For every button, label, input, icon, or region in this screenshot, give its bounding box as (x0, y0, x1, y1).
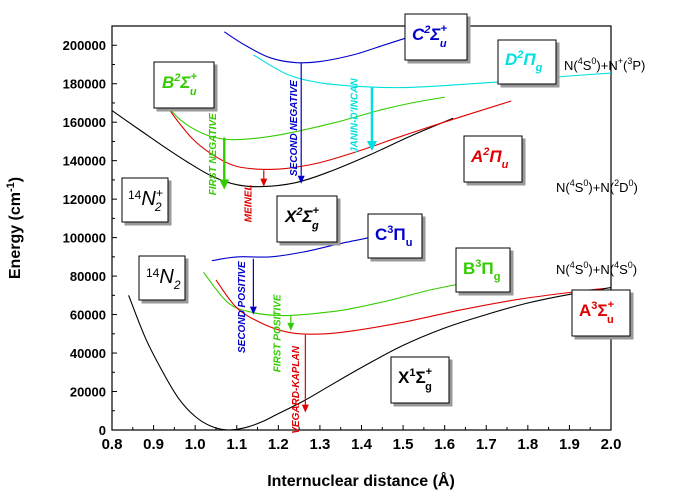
y-tick-label: 100000 (63, 231, 106, 246)
x-tick-label: 1.3 (309, 436, 330, 453)
svg-text:B3Πg: B3Πg (463, 258, 500, 283)
transition-arrow-head (219, 179, 230, 190)
y-tick-label: 60000 (70, 308, 106, 323)
x-tick-label: 2.0 (601, 436, 622, 453)
y-tick-label: 140000 (63, 154, 106, 169)
x-tick-label: 1.7 (476, 436, 497, 453)
transition-label: JANIN-D'INCAN (349, 78, 360, 153)
y-tick-label: 0 (99, 423, 106, 438)
transition-label: VEGARD-KAPLAN (291, 345, 302, 434)
x-tick-label: 1.4 (351, 436, 373, 453)
transition-label: MEINEL (243, 184, 254, 222)
svg-text:B2Σ+u: B2Σ+ u (162, 71, 197, 98)
x-tick-label: 0.9 (143, 436, 164, 453)
potential-curve-5 (157, 92, 445, 141)
limit-n-n2d: N(4S0)+N(2D0) (556, 178, 638, 195)
x-tick-label: 1.1 (226, 436, 247, 453)
svg-text:X1Σ+g: X1Σ+ g (398, 366, 432, 393)
svg-text:14N2: 14N2 (146, 266, 181, 292)
y-tick-label: 160000 (63, 115, 106, 130)
x-tick-label: 1.9 (559, 436, 580, 453)
label-n2: 14N2 (138, 255, 186, 301)
y-tick-label: 20000 (70, 385, 106, 400)
y-axis: 0 20000 40000 60000 80000 100000 120000 140000 1… (63, 25, 117, 438)
transition-arrow-head (249, 306, 257, 315)
svg-text:A2Πu: A2Πu (470, 146, 509, 171)
y-tick-label: 40000 (70, 346, 106, 361)
potential-curve-1 (211, 237, 370, 262)
y-tick-label: 200000 (63, 38, 106, 53)
svg-text:D2Πg: D2Πg (505, 49, 543, 74)
potential-curve-3 (215, 279, 603, 335)
transition-label: SECOND POSITIVE (237, 261, 248, 353)
transitions: FIRST NEGATIVE MEINEL SECOND NEGATIVE JANIN… (208, 62, 377, 434)
x-axis: 0.8 0.9 1.0 1.1 1.2 1.3 1.4 1.5 1.6 1.7 1.8 1.9 2.0 (102, 425, 622, 453)
transition-label: SECOND NEGATIVE (289, 80, 300, 176)
potential-curve-4 (111, 110, 454, 188)
transition-arrow-head (260, 178, 268, 187)
transition-label: FIRST POSITIVE (272, 294, 283, 372)
label-x2sigma-g: X2Σ+ g (276, 195, 338, 243)
y-tick-label: 180000 (63, 77, 106, 92)
label-x1sigma-g: X1Σ+ g (390, 356, 450, 404)
transition-arrow-head (301, 404, 309, 413)
transition-label: FIRST NEGATIVE (208, 113, 219, 195)
x-tick-label: 1.0 (185, 436, 206, 453)
label-b2sigma-u: B2Σ+ u (153, 61, 215, 109)
svg-text:X2Σ+g: X2Σ+ g (284, 205, 320, 232)
potential-curve-0 (128, 287, 612, 431)
y-tick-label: 120000 (63, 192, 106, 207)
label-n2-ion: 14N+ 2 (121, 177, 169, 223)
label-a3sigma-u: A3Σ+ u (571, 289, 631, 337)
transition-arrow-head (366, 141, 377, 152)
label-d2pi-g: D2Πg (497, 39, 557, 85)
label-a2pi-u: A2Πu (463, 135, 523, 183)
y-axis-title: Energy (cm-1) (5, 177, 24, 279)
potential-curve-2 (203, 271, 495, 317)
transition-arrow-head (297, 175, 305, 184)
y-tick-label: 80000 (70, 269, 106, 284)
x-axis-title: Internuclear distance (Å) (267, 471, 455, 490)
svg-text:A3Σ+u: A3Σ+ u (579, 299, 614, 326)
x-tick-label: 1.8 (517, 436, 538, 453)
potential-curve-6 (161, 98, 512, 170)
svg-text:14N+2: 14N+ 2 (128, 186, 163, 214)
transition-arrow-head (287, 322, 295, 331)
x-tick-label: 1.5 (393, 436, 414, 453)
limit-n-n4s: N(4S0)+N(4S0) (556, 260, 637, 277)
svg-text:C3Πu: C3Πu (375, 224, 412, 249)
limit-n-nplus: N(4S0)+N+(3P) (564, 56, 645, 73)
x-tick-label: 1.6 (434, 436, 455, 453)
label-c2sigma-u: C2Σ+ u (404, 13, 468, 61)
label-c3pi-u: C3Πu (367, 213, 423, 259)
x-tick-label: 0.8 (102, 436, 123, 453)
x-tick-label: 1.2 (268, 436, 289, 453)
svg-text:C2Σ+u: C2Σ+ u (412, 23, 447, 50)
label-b3pi-g: B3Πg (455, 247, 511, 293)
